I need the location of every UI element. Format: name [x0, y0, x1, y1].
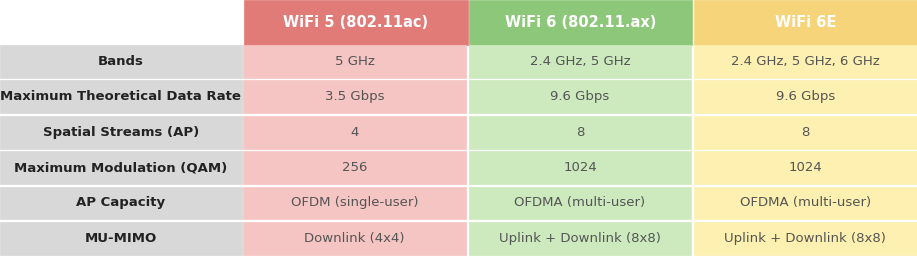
Bar: [0, 80, 242, 113]
Text: 9.6 Gbps: 9.6 Gbps: [776, 90, 834, 103]
Text: AP Capacity: AP Capacity: [76, 196, 165, 209]
Text: OFDM (single-user): OFDM (single-user): [291, 196, 418, 209]
Bar: [693, 45, 917, 78]
Text: OFDMA (multi-user): OFDMA (multi-user): [514, 196, 646, 209]
Bar: [243, 45, 467, 78]
Text: Downlink (4x4): Downlink (4x4): [304, 232, 405, 245]
Text: 256: 256: [342, 161, 368, 174]
Text: 3.5 Gbps: 3.5 Gbps: [325, 90, 384, 103]
Text: Uplink + Downlink (8x8): Uplink + Downlink (8x8): [499, 232, 661, 245]
Bar: [693, 80, 917, 113]
Bar: [469, 222, 691, 255]
Bar: [693, 116, 917, 149]
Text: 4: 4: [350, 126, 359, 139]
Bar: [243, 80, 467, 113]
Text: Maximum Modulation (QAM): Maximum Modulation (QAM): [15, 161, 227, 174]
Text: 8: 8: [576, 126, 584, 139]
Bar: [243, 187, 467, 219]
Text: WiFi 6E: WiFi 6E: [775, 15, 836, 30]
Bar: [0, 45, 242, 78]
Text: Maximum Theoretical Data Rate: Maximum Theoretical Data Rate: [0, 90, 241, 103]
Bar: [0, 116, 242, 149]
Bar: [693, 151, 917, 184]
Bar: [243, 222, 467, 255]
Text: 2.4 GHz, 5 GHz, 6 GHz: 2.4 GHz, 5 GHz, 6 GHz: [731, 55, 879, 68]
Text: 8: 8: [801, 126, 810, 139]
Bar: [469, 116, 691, 149]
Bar: [0, 151, 242, 184]
Text: WiFi 5 (802.11ac): WiFi 5 (802.11ac): [283, 15, 428, 30]
Bar: [469, 151, 691, 184]
Text: MU-MIMO: MU-MIMO: [84, 232, 157, 245]
Text: Uplink + Downlink (8x8): Uplink + Downlink (8x8): [724, 232, 886, 245]
Text: 1024: 1024: [789, 161, 823, 174]
Text: OFDMA (multi-user): OFDMA (multi-user): [740, 196, 871, 209]
Bar: [469, 187, 691, 219]
Bar: [243, 116, 467, 149]
Text: 9.6 Gbps: 9.6 Gbps: [550, 90, 610, 103]
Text: Bands: Bands: [98, 55, 144, 68]
Text: 1024: 1024: [563, 161, 597, 174]
Bar: [243, 151, 467, 184]
Bar: [469, 0, 692, 45]
Text: Spatial Streams (AP): Spatial Streams (AP): [43, 126, 199, 139]
Bar: [693, 222, 917, 255]
Bar: [693, 0, 917, 45]
Text: 5 GHz: 5 GHz: [335, 55, 375, 68]
Bar: [0, 222, 242, 255]
Bar: [693, 187, 917, 219]
Text: WiFi 6 (802.11.ax): WiFi 6 (802.11.ax): [505, 15, 657, 30]
Bar: [469, 80, 691, 113]
Text: 2.4 GHz, 5 GHz: 2.4 GHz, 5 GHz: [530, 55, 630, 68]
Bar: [244, 0, 468, 45]
Bar: [469, 45, 691, 78]
Bar: [0, 187, 242, 219]
